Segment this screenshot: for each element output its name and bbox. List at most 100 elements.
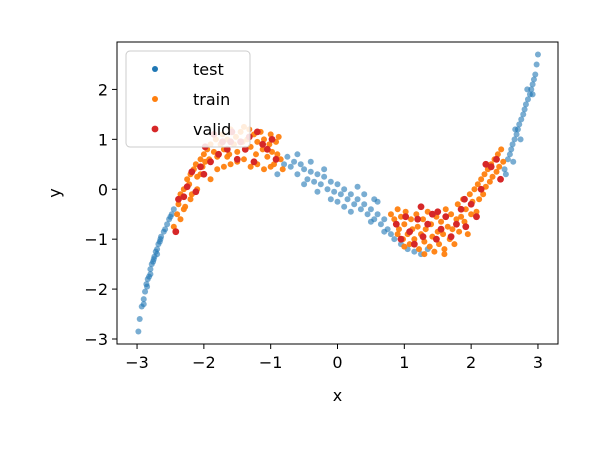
test-point <box>518 116 525 123</box>
y-tick-label: −1 <box>84 230 108 249</box>
valid-point <box>414 215 422 223</box>
valid-point <box>487 163 495 171</box>
test-point <box>534 51 541 58</box>
test-point <box>162 226 169 233</box>
test-point <box>301 166 308 173</box>
test-point <box>331 188 338 195</box>
train-point <box>408 216 414 223</box>
test-point <box>144 283 151 290</box>
test-point <box>334 181 341 188</box>
test-point <box>513 131 520 138</box>
valid-point <box>473 213 480 221</box>
test-point <box>147 266 154 273</box>
train-point <box>461 218 468 225</box>
train-point <box>277 156 284 163</box>
test-point <box>314 171 321 178</box>
series-valid <box>172 128 504 248</box>
test-point <box>140 301 147 308</box>
valid-point <box>477 185 485 193</box>
test-point <box>504 156 511 163</box>
train-point <box>421 251 428 258</box>
test-point <box>508 146 515 153</box>
test-point <box>170 206 177 213</box>
test-point <box>164 221 171 228</box>
test-point <box>136 316 143 323</box>
train-point <box>174 211 181 218</box>
train-point <box>207 176 214 183</box>
train-point <box>175 201 182 208</box>
test-point <box>374 211 381 218</box>
test-point <box>361 191 368 198</box>
valid-point <box>233 155 241 163</box>
test-point <box>150 256 157 263</box>
train-point <box>496 163 503 170</box>
test-point <box>502 171 509 178</box>
test-point <box>364 211 371 218</box>
train-point <box>494 151 501 158</box>
train-point <box>464 231 471 238</box>
train-point <box>184 176 191 183</box>
test-point <box>324 186 331 193</box>
train-point <box>454 201 461 208</box>
test-point <box>367 206 374 213</box>
train-point <box>274 151 281 158</box>
train-point <box>401 221 408 228</box>
train-point <box>224 153 231 160</box>
valid-point <box>417 203 425 211</box>
legend-marker-test <box>152 66 158 72</box>
legend-frame <box>125 50 251 148</box>
x-axis-label: x <box>333 386 342 405</box>
test-point <box>501 166 508 173</box>
train-point <box>414 223 421 230</box>
train-point <box>489 173 496 180</box>
train-point <box>466 191 473 198</box>
x-tick-label: 1 <box>399 353 409 372</box>
legend-label-train: train <box>193 90 230 109</box>
train-point <box>458 213 465 220</box>
valid-point <box>200 170 208 178</box>
train-point <box>481 171 488 178</box>
test-point <box>533 61 540 68</box>
legend-marker-valid <box>151 125 159 133</box>
train-point <box>498 146 505 153</box>
y-tick-label: 0 <box>98 180 108 199</box>
train-point <box>170 223 177 230</box>
train-point <box>451 241 458 248</box>
train-point <box>279 166 286 173</box>
test-point <box>301 181 308 188</box>
test-point <box>281 161 288 168</box>
valid-point <box>428 210 436 218</box>
test-point <box>327 178 334 185</box>
train-point <box>442 206 449 213</box>
train-point <box>474 181 481 188</box>
test-point <box>287 163 294 170</box>
test-point <box>341 203 348 210</box>
test-point <box>522 101 529 108</box>
test-point <box>307 168 314 175</box>
test-point <box>341 186 348 193</box>
series-test <box>135 51 541 335</box>
test-point <box>317 181 324 188</box>
legend-marker-train <box>152 96 158 102</box>
test-point <box>291 158 298 165</box>
train-point <box>493 168 500 175</box>
test-point <box>142 288 149 295</box>
test-point <box>357 206 364 213</box>
valid-point <box>268 135 276 143</box>
test-point <box>361 201 368 208</box>
valid-point <box>183 183 191 191</box>
test-point <box>327 196 334 203</box>
train-point <box>441 251 448 258</box>
train-point <box>267 131 274 138</box>
train-point <box>259 146 266 153</box>
train-point <box>453 216 460 223</box>
test-point <box>294 171 301 178</box>
valid-point <box>457 205 465 213</box>
test-point <box>411 248 418 255</box>
valid-point <box>461 195 468 203</box>
train-point <box>177 216 184 223</box>
train-point <box>448 211 455 218</box>
train-point <box>420 216 427 223</box>
valid-point <box>207 158 214 166</box>
valid-point <box>197 163 204 171</box>
